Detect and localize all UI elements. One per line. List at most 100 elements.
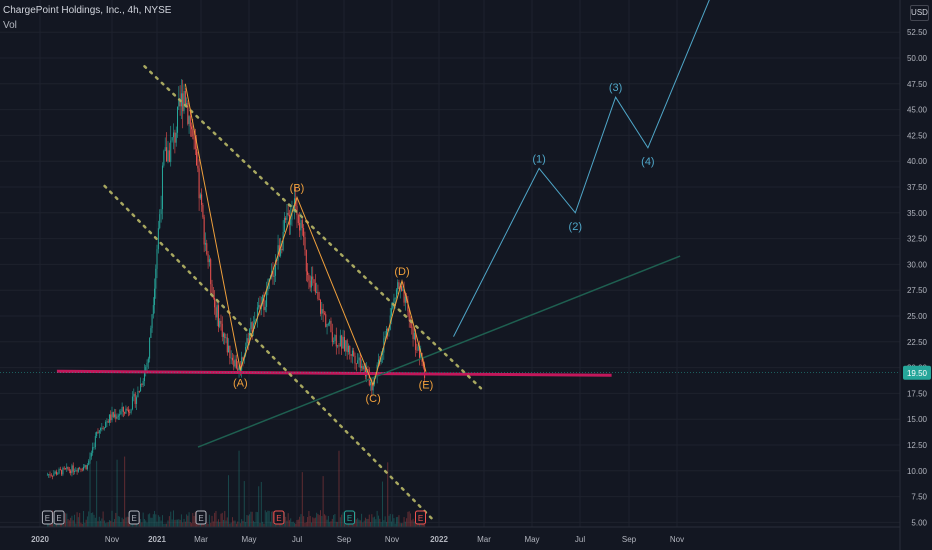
symbol-title[interactable]: ChargePoint Holdings, Inc., 4h, NYSE: [3, 5, 172, 16]
candle-body: [159, 214, 161, 229]
candle-body: [329, 320, 331, 324]
volume-bar: [407, 511, 409, 527]
volume-bar: [180, 514, 182, 527]
currency-button[interactable]: USD: [910, 5, 929, 21]
volume-bar: [379, 518, 381, 527]
candle-body: [345, 340, 347, 352]
y-tick-label: 37.50: [907, 183, 928, 192]
candle-body: [326, 323, 328, 327]
volume-bar: [179, 519, 181, 527]
volume-bar: [364, 517, 366, 527]
volume-bar: [283, 512, 285, 527]
y-tick-label: 52.50: [907, 28, 928, 37]
earnings-flag-box: [415, 510, 427, 525]
volume-bar: [339, 517, 341, 527]
volume-bar: [297, 519, 299, 527]
volume-bar: [388, 515, 390, 527]
candle-body: [179, 98, 181, 107]
volume-bar: [230, 522, 232, 527]
volume-bar: [333, 515, 335, 527]
wave-label: (D): [394, 266, 409, 278]
volume-bar: [84, 522, 86, 527]
candle-body: [331, 332, 333, 342]
candle-body: [364, 365, 366, 377]
candle-body: [250, 322, 252, 330]
volume-bar: [164, 523, 166, 527]
candle-body: [96, 431, 98, 437]
candle-body: [246, 338, 248, 347]
volume-bar: [147, 514, 149, 527]
candle-body: [199, 194, 201, 199]
candle-body: [156, 249, 158, 269]
lower-channel-line: [103, 184, 435, 522]
earnings-flag-box: [195, 510, 207, 525]
wave-label: (C): [365, 393, 380, 405]
impulse-projection-line: [453, 0, 710, 337]
volume-bar: [285, 516, 287, 527]
volume-bar: [381, 481, 383, 527]
candle-body: [245, 346, 247, 356]
volume-bar: [271, 511, 273, 527]
candle-body: [71, 465, 73, 474]
candle-body: [58, 469, 60, 474]
volume-bar: [173, 510, 175, 527]
volume-bars: [46, 450, 426, 527]
volume-bar: [403, 517, 405, 527]
candle-body: [59, 469, 61, 471]
candle-body: [413, 332, 415, 340]
volume-bar: [308, 510, 310, 527]
candle-body: [119, 414, 121, 416]
candle-body: [155, 268, 157, 289]
candle-body: [70, 470, 72, 474]
wave-abcde-line: [184, 83, 427, 387]
candle-body: [141, 383, 143, 385]
volume-bar: [384, 516, 386, 527]
volume-bar: [359, 520, 361, 527]
volume-bar: [134, 523, 136, 527]
earnings-flag: E: [53, 510, 65, 525]
volume-bar: [167, 520, 169, 527]
volume-bar: [377, 515, 379, 527]
volume-bar: [228, 475, 230, 527]
volume-bar: [309, 515, 311, 527]
volume-bar: [93, 514, 95, 527]
volume-bar: [160, 520, 162, 527]
volume-bar: [151, 517, 153, 527]
volume-bar: [402, 523, 404, 527]
volume-bar: [331, 518, 333, 527]
volume-bar: [129, 523, 131, 527]
candle-body: [368, 369, 370, 386]
volume-bar: [149, 513, 151, 527]
volume-indicator-label[interactable]: Vol: [3, 20, 17, 31]
volume-bar: [250, 511, 252, 527]
volume-bar: [131, 523, 133, 527]
candle-body: [300, 220, 302, 231]
candle-body: [230, 357, 232, 359]
volume-bar: [393, 518, 395, 527]
candle-body: [398, 282, 400, 290]
volume-bar: [183, 518, 185, 527]
candle-body: [303, 227, 305, 238]
candle-body: [283, 217, 285, 232]
candle-body: [337, 345, 339, 347]
candle-body: [416, 349, 418, 351]
candle-body: [211, 284, 213, 297]
volume-bar: [262, 521, 264, 527]
candle-body: [317, 291, 319, 299]
candle-body: [264, 306, 266, 311]
candle-body: [88, 460, 90, 465]
candle-body: [183, 91, 185, 112]
earnings-flag-label: E: [276, 514, 281, 523]
candle-body: [381, 352, 383, 355]
volume-bar: [127, 517, 129, 527]
candle-body: [361, 366, 363, 368]
volume-bar: [330, 521, 332, 527]
volume-bar: [366, 518, 368, 527]
candle-body: [103, 427, 105, 429]
volume-bar: [198, 522, 200, 527]
volume-bar: [207, 523, 209, 527]
volume-bar: [296, 520, 298, 527]
volume-bar: [125, 517, 127, 527]
drawing-lines: [0, 0, 900, 522]
